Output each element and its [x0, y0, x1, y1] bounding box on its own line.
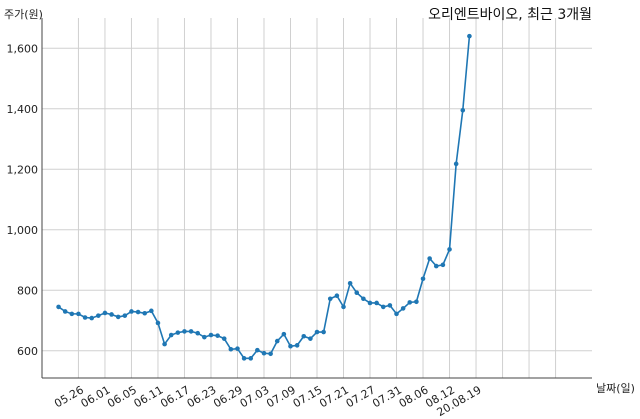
data-point [115, 314, 121, 320]
data-point [89, 315, 94, 321]
data-point [129, 309, 134, 314]
y-tick-label: 1,600 [7, 42, 39, 55]
data-point [195, 330, 201, 336]
data-point [308, 336, 313, 341]
data-point [162, 341, 167, 347]
y-tick-label: 600 [17, 345, 38, 358]
data-point [202, 334, 207, 340]
chart-title: 오리엔트바이오, 최근 3개월 [428, 7, 592, 23]
data-point [149, 308, 154, 314]
data-point [102, 310, 108, 316]
data-point [235, 346, 240, 351]
x-axis-label: 날짜(일) [596, 382, 635, 395]
data-point [453, 161, 459, 167]
data-point [69, 311, 75, 317]
data-point [427, 256, 432, 261]
data-point [142, 310, 148, 316]
y-tick-label: 1,200 [7, 163, 39, 176]
data-point [374, 300, 379, 306]
data-point [327, 296, 333, 302]
data-point [341, 304, 346, 310]
data-point [274, 338, 280, 344]
data-point [420, 276, 426, 282]
data-point [460, 107, 466, 113]
data-point [380, 304, 386, 310]
data-point [62, 309, 68, 314]
data-point [361, 296, 366, 302]
data-point [321, 329, 326, 335]
data-point [334, 293, 340, 299]
data-point [281, 331, 287, 337]
data-point [208, 332, 214, 338]
data-point [447, 247, 452, 252]
data-point [188, 329, 194, 334]
data-point [76, 311, 81, 317]
data-point [168, 332, 174, 338]
data-point [215, 333, 220, 338]
data-point [288, 343, 293, 349]
data-point [261, 350, 267, 356]
data-point [354, 290, 360, 295]
data-point [109, 312, 114, 317]
data-point [407, 300, 413, 305]
y-axis-label: 주가(원) [4, 8, 43, 21]
data-point [221, 336, 227, 341]
data-point [248, 356, 254, 361]
data-point [394, 311, 399, 317]
data-point [82, 315, 88, 320]
data-point [294, 343, 300, 348]
data-point [228, 346, 234, 352]
data-point [467, 33, 472, 39]
data-point [367, 300, 373, 306]
data-point [182, 329, 187, 334]
data-point [314, 329, 320, 335]
data-point [387, 303, 393, 308]
data-point [347, 281, 353, 286]
data-point [135, 309, 141, 315]
data-point [301, 333, 307, 339]
data-point [96, 313, 101, 318]
y-tick-label: 1,400 [7, 103, 39, 116]
data-point [122, 313, 128, 318]
data-point [255, 347, 260, 353]
data-point [155, 320, 161, 326]
data-point [440, 262, 446, 268]
data-point [268, 351, 273, 357]
data-point [175, 330, 181, 335]
data-point [400, 306, 406, 311]
y-tick-label: 1,000 [7, 224, 39, 237]
data-point [433, 263, 439, 269]
data-point [56, 304, 61, 310]
y-tick-label: 800 [17, 284, 38, 297]
data-point [241, 356, 247, 361]
data-point [414, 299, 419, 305]
